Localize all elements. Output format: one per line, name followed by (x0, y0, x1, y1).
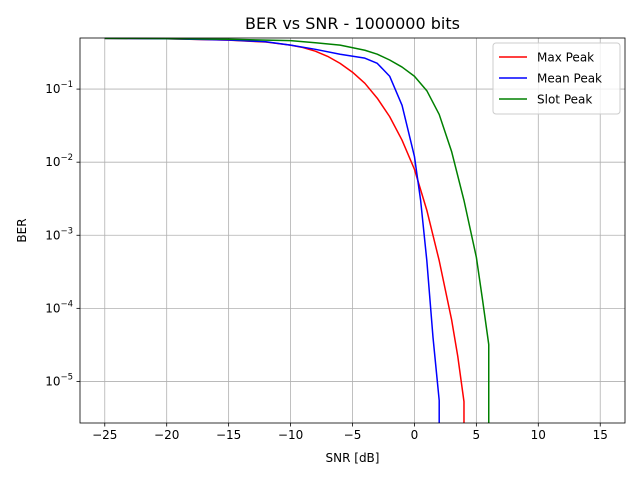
y-axis-ticks: 10−1 10−2 10−3 10−4 10−5 (45, 80, 80, 388)
y-axis-label: BER (15, 218, 29, 242)
legend-label: Max Peak (537, 51, 594, 65)
legend-label: Mean Peak (537, 72, 602, 86)
y-tick-label: 10−1 (45, 80, 73, 96)
series-line-3 (104, 37, 490, 423)
y-tick-label: 10−2 (45, 153, 73, 169)
x-axis-ticks: −25 −20 −15 −10 −5 0 5 10 15 (92, 423, 608, 442)
x-tick-label: −10 (278, 428, 303, 442)
y-tick-label: 10−5 (45, 372, 73, 388)
x-tick-label: −20 (154, 428, 179, 442)
chart-title: BER vs SNR - 1000000 bits (245, 14, 460, 33)
y-tick-label: 10−4 (45, 299, 73, 315)
legend-box (492, 42, 621, 115)
legend: Max Peak Mean Peak Slot Peak (492, 42, 621, 115)
legend-label: Slot Peak (537, 93, 592, 107)
x-tick-label: 5 (473, 428, 481, 442)
x-tick-label: 10 (531, 428, 546, 442)
x-tick-label: −25 (92, 428, 117, 442)
y-tick-label: 10−3 (45, 226, 73, 242)
x-tick-label: 15 (593, 428, 608, 442)
series-line-2 (104, 37, 440, 423)
x-tick-label: −15 (216, 428, 241, 442)
plot-series (104, 37, 490, 423)
x-tick-label: −5 (344, 428, 362, 442)
x-tick-label: 0 (411, 428, 419, 442)
x-axis-label: SNR [dB] (326, 451, 380, 465)
